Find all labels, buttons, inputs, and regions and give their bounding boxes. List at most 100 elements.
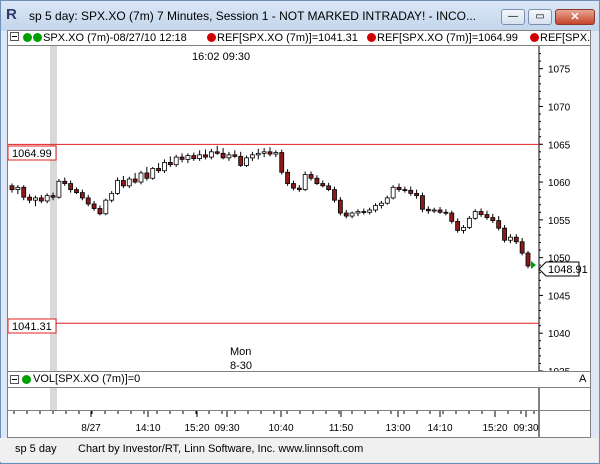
candle-body [478, 211, 484, 215]
candle-body [15, 186, 21, 191]
red-dot-icon [530, 33, 539, 42]
x-tick-label: 8/27 [81, 423, 101, 434]
candle-body [461, 226, 466, 231]
volume-label: VOL[SPX.XO (7m)]=0 [33, 373, 141, 385]
candle-body [343, 212, 349, 217]
legend-ref-high[interactable]: REF[SPX.XO (7m)]=1064.99 [367, 32, 518, 44]
candle-body [56, 180, 62, 198]
candle-body [50, 195, 56, 198]
candle-body [484, 214, 490, 218]
last-price-text: 1048.91 [548, 264, 588, 276]
legend-ref-low-label: REF[SPX.XO (7m)]=1041.31 [217, 32, 358, 44]
status-bar: sp 5 day Chart by Investor/RT, Linn Soft… [0, 438, 598, 462]
candle-body [302, 174, 308, 191]
ref-high-tag-text: 1064.99 [12, 148, 52, 160]
x-tick-label: 15:20 [184, 423, 209, 434]
legend-ref-low[interactable]: REF[SPX.XO (7m)]=1041.31 [207, 32, 358, 44]
candle-body [21, 186, 27, 198]
candle-body [132, 178, 138, 183]
candle-body [115, 180, 120, 194]
candle-body [367, 209, 373, 213]
x-axis-ticks: 8/27 14:10 15:20 09:30 10:40 11:50 13:00 14:10 1… [13, 411, 539, 434]
volume-pane[interactable] [7, 388, 591, 410]
candle-body [279, 152, 285, 173]
candle-body [244, 157, 249, 166]
ref-low-tag-text: 1041.31 [12, 321, 52, 333]
candle-body [44, 195, 50, 202]
corner-label: A [579, 373, 587, 385]
volume-legend-bar[interactable]: VOL[SPX.XO (7m)]=0 A [7, 371, 591, 388]
candle-body [267, 151, 273, 155]
minimize-button[interactable]: — [501, 9, 525, 25]
candle-body [162, 161, 167, 172]
x-tick-label: 09:30 [513, 423, 538, 434]
legend-ref-extra[interactable]: REF[SPX.XO (7m)] [530, 32, 591, 44]
title-bar[interactable]: R sp 5 day: SPX.XO (7m) 7 Minutes, Sessi… [1, 1, 599, 31]
x-tick-label: 14:10 [135, 423, 160, 434]
collapse-icon[interactable] [10, 32, 20, 42]
candle-body [291, 183, 296, 189]
candle-body [420, 195, 425, 210]
candle-body [261, 151, 267, 154]
candle-body [472, 211, 478, 219]
candle-body [466, 217, 472, 228]
ref-high-tag: 1064.99 [7, 145, 57, 161]
minimize-icon: — [508, 11, 518, 22]
session-separator-band [50, 388, 57, 410]
candle-body [273, 152, 279, 155]
candle-body [296, 187, 302, 191]
legend-bar[interactable]: SPX.XO (7m)-08/27/10 12:18 REF[SPX.XO (7… [7, 30, 591, 46]
x-tick-label: 11:50 [329, 423, 354, 434]
price-chart-pane[interactable]: 103510401045105010551060106510701075 16:… [7, 46, 591, 378]
candle-body [197, 154, 203, 160]
legend-symbol[interactable]: SPX.XO (7m)-08/27/10 12:18 [10, 32, 187, 44]
red-dot-icon [207, 33, 216, 42]
collapse-icon[interactable] [10, 375, 20, 385]
last-price-arrow-icon [531, 261, 536, 269]
ref-low-tag-box [7, 318, 57, 334]
candle-body [414, 192, 419, 197]
candle-body [326, 185, 332, 191]
candle-body [109, 192, 115, 201]
candle-body [443, 211, 449, 214]
candle-body [255, 152, 261, 156]
restore-icon: ▭ [535, 11, 545, 22]
candles-group [9, 145, 531, 269]
x-axis: 8/27 14:10 15:20 09:30 10:40 11:50 13:00 14:10 1… [13, 411, 540, 437]
x-axis-pane[interactable]: 8/27 14:10 15:20 09:30 10:40 11:50 13:00 14:10 1… [7, 410, 591, 438]
y-tick-label: 1055 [548, 216, 571, 227]
candle-body [519, 241, 525, 254]
close-button[interactable]: ✕ [555, 9, 595, 25]
candle-body [508, 236, 513, 241]
candle-body [384, 197, 390, 204]
candle-body [402, 189, 408, 192]
y-tick-label: 1045 [548, 291, 571, 302]
x-tick-label: 14:10 [427, 423, 452, 434]
green-dot-icon [23, 33, 33, 42]
candle-body [373, 205, 378, 211]
candle-body [408, 189, 414, 194]
candle-body [185, 155, 191, 160]
green-dot-icon [33, 33, 43, 42]
last-price-tag: 1048.91 [531, 261, 588, 277]
candle-body [167, 161, 173, 166]
candle-body [337, 199, 343, 214]
status-credit: Chart by Investor/RT, Linn Software, Inc… [78, 443, 364, 455]
day-label-date: 8-30 [230, 360, 252, 371]
candle-body [449, 212, 455, 222]
candle-body [349, 212, 355, 217]
y-tick-label: 1065 [548, 140, 571, 151]
candle-body [74, 189, 79, 194]
y-tick-label: 1060 [548, 178, 571, 189]
volume-chart [50, 388, 540, 410]
y-tick-label: 1070 [548, 102, 571, 113]
candle-body [156, 168, 161, 172]
y-tick-label: 1040 [548, 329, 571, 340]
price-chart[interactable]: 103510401045105010551060106510701075 16:… [7, 46, 590, 378]
restore-button[interactable]: ▭ [528, 9, 552, 25]
app-logo-icon: R [6, 6, 17, 23]
last-price-box [538, 261, 580, 277]
candle-body [79, 192, 85, 199]
legend-ref-extra-label: REF[SPX.XO (7m)] [540, 32, 591, 44]
candle-body [220, 152, 226, 159]
